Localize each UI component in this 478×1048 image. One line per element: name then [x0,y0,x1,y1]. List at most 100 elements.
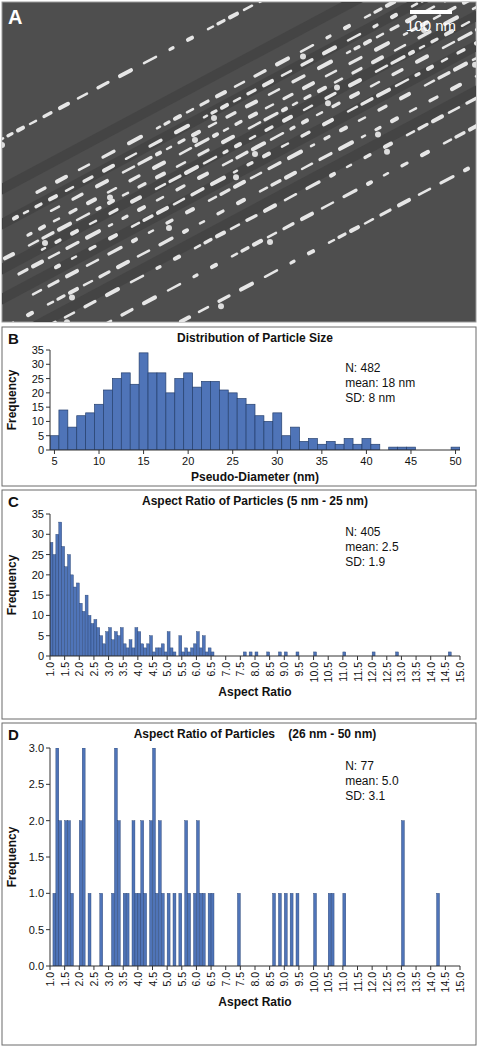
image-particle [395,45,405,50]
image-particle [351,227,358,231]
image-particle [37,188,45,192]
image-particle [177,186,184,190]
x-tick-label: 6.0 [190,972,202,987]
y-tick-label: 5 [38,430,44,442]
x-tick [137,966,138,970]
y-tick-label: 10 [32,609,44,621]
y-axis [50,350,51,450]
image-particle [170,176,180,181]
x-tick-label: 12.0 [366,972,378,993]
y-tick [46,929,50,930]
bar [112,640,115,656]
image-particle [300,54,306,60]
bar [129,640,132,656]
x-tick [167,966,168,970]
bar [194,644,197,656]
bar [267,652,270,656]
bar [278,652,281,656]
image-particle [252,151,258,157]
image-particle [416,74,419,76]
x-tick [284,966,285,970]
y-tick-label: 30 [32,358,44,370]
image-particle [232,254,237,257]
x-axis-title: Pseudo-Diameter (nm) [191,470,319,484]
x-tick [455,450,456,454]
bar [71,893,74,966]
bar [65,567,68,656]
x-tick-label: 2.5 [88,972,100,987]
image-particle [222,105,227,108]
image-particle [392,118,397,121]
bar [291,427,300,450]
x-tick-label: 8.5 [264,972,276,987]
x-tick [225,656,226,660]
bar [65,821,68,966]
x-tick-label: 11.0 [337,662,349,682]
bar [255,652,258,656]
image-particle [72,231,77,234]
image-particle [317,112,322,115]
bar [167,632,170,656]
bar [153,652,156,656]
bar [170,648,173,656]
panel-label: C [8,493,19,510]
image-particle [430,97,437,101]
x-tick [357,656,358,660]
image-particle [286,173,295,178]
bar [273,893,276,966]
image-particle [87,231,99,237]
bar [120,628,123,656]
image-particle [227,113,235,117]
image-particle [218,211,223,214]
image-particle [132,197,140,201]
image-particle [209,197,216,201]
bar [308,439,317,450]
panel-frame [2,327,476,486]
x-tick [416,656,417,660]
image-particle [237,152,247,157]
image-particle [384,173,388,175]
image-particle [217,233,224,237]
bar [86,413,95,450]
scale-bar [410,10,452,14]
x-tick [211,656,212,660]
x-tick [313,966,314,970]
image-particle [97,181,107,186]
image-particle [417,56,427,61]
image-particle [284,94,292,98]
image-particle [374,25,377,27]
image-particle [212,111,216,113]
chart-title: Aspect Ratio of Particles (5 nm - 25 nm) [142,494,368,508]
image-particle [144,216,152,220]
x-tick [108,656,109,660]
y-tick [46,350,50,351]
chart-panel: C Aspect Ratio of Particles (5 nm - 25 nm… [2,490,476,719]
image-particle [455,64,466,70]
x-tick-label: 14.5 [439,972,451,993]
image-particle [326,93,335,98]
image-particle [347,165,351,167]
image-particle [87,260,98,266]
x-tick [79,656,80,660]
bar [53,893,56,966]
image-particle [375,9,381,12]
image-particle [122,310,132,315]
image-particle [348,34,360,40]
image-particle [28,313,32,315]
image-particle [301,45,313,51]
y-tick-label: 3.0 [29,742,44,754]
image-particle [439,73,449,78]
image-particle [326,71,336,76]
bar [94,619,97,656]
image-particle [348,107,357,112]
image-particle [236,122,241,125]
x-tick-label: 1.5 [59,662,71,677]
bar [103,644,106,656]
image-particle [339,234,345,237]
image-particle [223,160,232,165]
image-particle [250,136,255,139]
y-tick-label: 0.0 [29,960,44,972]
bar [68,427,77,450]
bar [210,381,219,450]
x-tick-label: 5.5 [176,662,188,677]
